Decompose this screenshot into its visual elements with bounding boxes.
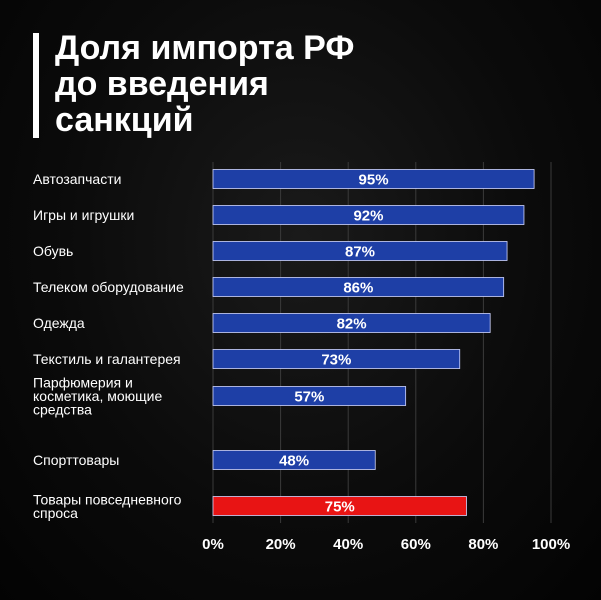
x-tick-label-80: 80%: [468, 536, 498, 553]
bar-1: [212, 205, 525, 225]
category-label-0: Автозапчасти: [33, 171, 121, 187]
title-line-3: санкций: [55, 101, 194, 139]
category-label-1: Игры и игрушки: [33, 207, 134, 223]
x-tick-label-100: 100%: [532, 536, 570, 553]
value-label-0: 95%: [359, 172, 389, 189]
value-label-1: 92%: [353, 208, 383, 225]
value-label-3: 86%: [343, 280, 373, 297]
x-tick-label-40: 40%: [333, 536, 363, 553]
value-label-7: 48%: [279, 453, 309, 470]
bar-2: [212, 241, 508, 261]
bar-6: [212, 386, 407, 406]
bar-4: [212, 313, 491, 333]
bar-5: [212, 349, 461, 369]
value-label-2: 87%: [345, 244, 375, 261]
title-line-1: Доля импорта РФ: [55, 29, 355, 67]
title-accent-bar: [33, 33, 39, 138]
value-labels: 95% 92% 87% 86% 82% 73% 57% 48% 75%: [279, 172, 388, 516]
x-tick-label-0: 0%: [202, 536, 224, 553]
category-label-8: Товары повседневного спроса: [33, 491, 182, 521]
category-label-5: Текстиль и галантерея: [33, 351, 181, 367]
value-label-4: 82%: [337, 316, 367, 333]
bar-8: [212, 496, 467, 516]
category-label-4: Одежда: [33, 315, 85, 331]
category-label-3: Телеком оборудование: [33, 279, 184, 295]
category-label-7: Спорттовары: [33, 452, 119, 468]
chart-title: Доля импорта РФ до введения санкций: [55, 30, 475, 138]
category-label-2: Обувь: [33, 243, 73, 259]
bars: [212, 169, 535, 516]
bar-3: [212, 277, 505, 297]
value-label-5: 73%: [321, 352, 351, 369]
title-line-2: до введения: [55, 65, 269, 103]
x-tick-label-20: 20%: [266, 536, 296, 553]
x-tick-label-60: 60%: [401, 536, 431, 553]
value-label-6: 57%: [294, 389, 324, 406]
x-axis-ticks: 0% 20% 40% 60% 80% 100%: [202, 536, 570, 553]
bar-7: [212, 450, 376, 470]
category-labels: Автозапчасти Игры и игрушки Обувь Телеком о…: [33, 171, 184, 521]
category-label-6: Парфюмерия и косметика, моющие средства: [33, 375, 162, 418]
value-label-8: 75%: [325, 499, 355, 516]
bar-0: [212, 169, 535, 189]
